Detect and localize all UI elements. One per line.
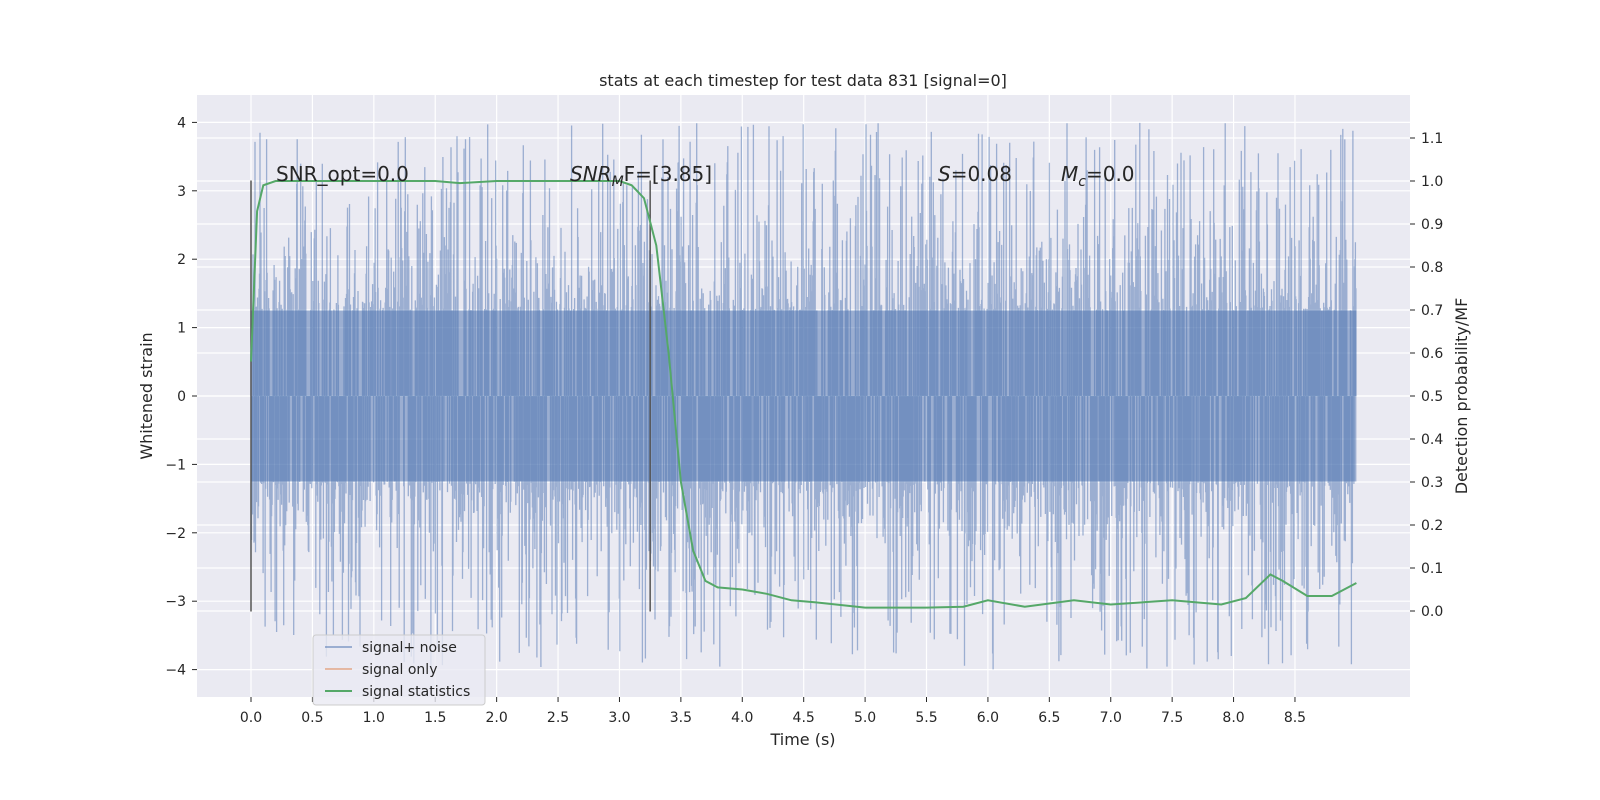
x-tick-label: 4.5 [793,710,815,726]
y2-tick-label: 0.6 [1421,346,1443,362]
legend-label-stats: signal statistics [362,684,470,700]
y-tick-label: 2 [177,252,186,268]
x-axis-label: Time (s) [769,730,835,749]
y-tick-label: −2 [165,526,186,542]
x-tick-label: 7.5 [1161,710,1183,726]
y2-tick-label: 1.1 [1421,131,1443,147]
legend: signal+ noise signal only signal statist… [312,634,486,706]
y-tick-label: 0 [177,389,186,405]
y-tick-label: 4 [177,115,186,131]
y2-tick-label: 0.3 [1421,475,1443,491]
legend-box [312,634,486,706]
y-axis-label: Whitened strain [137,332,156,459]
x-tick-label: 6.5 [1038,710,1060,726]
chart-title: stats at each timestep for test data 831… [599,71,1007,90]
s-var: S [938,162,951,186]
y2-tick-label: 0.8 [1421,260,1443,276]
snr-mf-base: SNR [570,162,612,186]
x-tick-label: 3.0 [608,710,630,726]
y2-tick-label: 0.1 [1421,561,1443,577]
mc-sub: c [1078,174,1086,190]
snr-mf-rest: F=[3.85] [624,162,712,186]
y2-tick-label: 1.0 [1421,174,1443,190]
x-tick-label: 4.0 [731,710,753,726]
snr-mf-sub: M [612,174,624,190]
x-tick-label: 5.5 [915,710,937,726]
x-tick-label: 5.0 [854,710,876,726]
x-tick-label: 1.0 [363,710,385,726]
y2-tick-label: 0.7 [1421,303,1443,319]
mc-var: M [1061,162,1078,186]
s-rest: =0.08 [951,162,1012,186]
y-tick-label: −4 [165,663,186,679]
vertical-markers [250,180,651,612]
x-tick-label: 2.5 [547,710,569,726]
x-tick-label: 1.5 [424,710,446,726]
annotation-mc: Mc=0.0 [1061,162,1135,190]
y2-axis-label: Detection probability/MF [1452,298,1471,495]
x-tick-label: 2.0 [486,710,508,726]
noise-series [250,122,1357,670]
y2-tick-label: 0.4 [1421,432,1443,448]
x-tick-label: 7.0 [1100,710,1122,726]
x-tick-label: 8.5 [1284,710,1306,726]
legend-label-signal: signal only [362,662,437,678]
annotation-snr-mf: SNRMF=[3.85] [570,162,712,190]
y-tick-label: 3 [177,184,186,200]
y-tick-label: −1 [165,457,186,473]
x-tick-label: 3.5 [670,710,692,726]
annotation-snr-opt: SNR_opt=0.0 [276,162,409,186]
x-tick-label: 0.5 [301,710,323,726]
mc-rest: =0.0 [1086,162,1135,186]
ticks: 0.0 0.5 1.0 1.5 2.0 2.5 3.0 3.5 4.0 4.5 5.0 5.5 6.0 6… [165,115,1443,726]
x-tick-label: 8.0 [1222,710,1244,726]
annotation-s: S=0.08 [938,162,1012,186]
y2-tick-label: 0.2 [1421,518,1443,534]
y2-tick-label: 0.0 [1421,604,1443,620]
legend-label-noise: signal+ noise [362,640,457,656]
x-tick-label: 0.0 [240,710,262,726]
y2-tick-label: 0.9 [1421,217,1443,233]
x-tick-label: 6.0 [977,710,999,726]
y2-tick-label: 0.5 [1421,389,1443,405]
stats-line [250,180,1357,609]
y-tick-label: 1 [177,321,186,337]
y-tick-label: −3 [165,594,186,610]
